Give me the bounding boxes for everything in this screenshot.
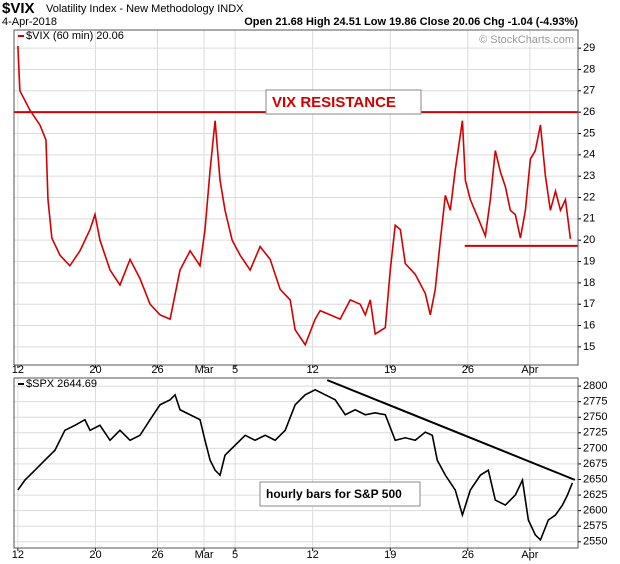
x-tick-label: 12 — [12, 364, 24, 376]
legend-label: $VIX (60 min) 20.06 — [26, 30, 124, 42]
x-tick-label: 19 — [384, 364, 396, 376]
chart-date: 4-Apr-2018 — [2, 16, 57, 28]
price-line — [17, 45, 572, 347]
y-tick-label: 17 — [583, 298, 595, 310]
trend-line — [326, 379, 576, 481]
x-tick-label: 20 — [89, 364, 101, 376]
quote: Open 21.68 High 24.51 Low 19.86 Close 20… — [244, 16, 578, 28]
y-tick-label: 2700 — [583, 442, 607, 454]
x-tick-label: 5 — [232, 364, 238, 376]
y-tick-label: 24 — [583, 149, 595, 161]
x-tick-label: Mar — [195, 364, 214, 376]
annotation-box — [259, 481, 421, 507]
x-tick-label: 12 — [12, 549, 24, 561]
y-tick-label: 2575 — [583, 520, 607, 532]
legend-label: $SPX 2644.69 — [26, 378, 97, 390]
x-tick-label: 26 — [151, 364, 163, 376]
x-tick-label: 26 — [462, 549, 474, 561]
annotation-text: VIX RESISTANCE — [272, 94, 396, 111]
plot-frame — [13, 377, 579, 549]
annotation-text: hourly bars for S&P 500 — [266, 487, 402, 501]
y-tick-label: 29 — [583, 42, 595, 54]
price-line — [17, 388, 574, 542]
x-tick-label: 20 — [89, 549, 101, 561]
y-tick-label: 2675 — [583, 458, 607, 470]
y-tick-label: 2550 — [583, 536, 607, 548]
chart-title: $VIX — [2, 0, 35, 17]
annotation-box — [265, 89, 422, 115]
x-tick-label: 12 — [307, 364, 319, 376]
x-tick-label: 19 — [384, 549, 396, 561]
y-tick-label: 2600 — [583, 505, 607, 517]
y-tick-label: 2725 — [583, 427, 607, 439]
x-tick-label: 12 — [307, 549, 319, 561]
x-tick-label: 26 — [151, 549, 163, 561]
x-tick-label: Apr — [521, 364, 538, 376]
y-tick-label: 27 — [583, 85, 595, 97]
y-tick-label: 23 — [583, 170, 595, 182]
y-tick-label: 15 — [583, 341, 595, 353]
y-tick-label: 2750 — [583, 411, 607, 423]
y-tick-label: 2625 — [583, 489, 607, 501]
y-tick-label: 19 — [583, 255, 595, 267]
plot-frame — [13, 29, 579, 366]
x-tick-label: 5 — [232, 549, 238, 561]
chart-subtitle: Volatility Index - New Methodology INDX — [46, 3, 244, 15]
y-tick-label: 18 — [583, 277, 595, 289]
x-tick-label: Apr — [521, 549, 538, 561]
y-tick-label: 28 — [583, 63, 595, 75]
y-tick-label: 2650 — [583, 473, 607, 485]
x-tick-label: Mar — [195, 549, 214, 561]
watermark: © StockCharts.com — [479, 34, 574, 46]
y-tick-label: 20 — [583, 234, 595, 246]
y-tick-label: 21 — [583, 213, 595, 225]
y-tick-label: 26 — [583, 106, 595, 118]
y-tick-label: 2800 — [583, 380, 607, 392]
y-tick-label: 25 — [583, 127, 595, 139]
y-tick-label: 22 — [583, 191, 595, 203]
x-tick-label: 26 — [462, 364, 474, 376]
y-tick-label: 16 — [583, 319, 595, 331]
plot-area — [14, 378, 578, 548]
y-tick-label: 2775 — [583, 396, 607, 408]
